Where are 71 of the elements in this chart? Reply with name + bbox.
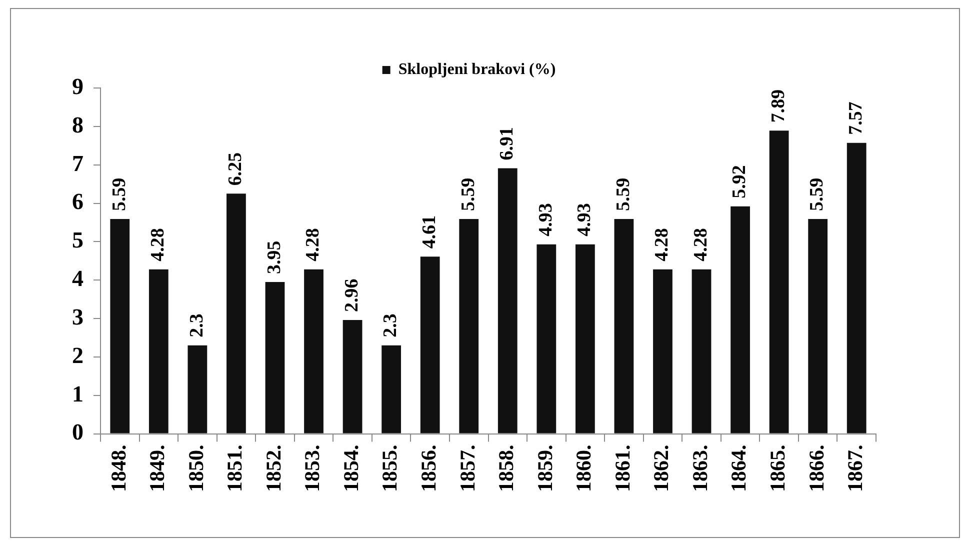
data-label: 4.61	[418, 215, 440, 249]
x-tick-label: 1849.	[145, 444, 170, 492]
data-label: 5.59	[458, 178, 479, 211]
y-tick-label: 5	[72, 228, 84, 253]
y-tick-label: 2	[72, 342, 84, 368]
y-tick-label: 7	[72, 150, 84, 176]
bar	[382, 345, 402, 434]
bar	[769, 130, 789, 434]
x-tick-label: 1855.	[378, 444, 402, 492]
x-tick-label: 1862.	[649, 444, 674, 492]
bar	[188, 345, 208, 434]
data-label: 3.95	[264, 240, 285, 274]
data-label: 2.3	[380, 314, 402, 338]
x-tick-label: 1848.	[106, 444, 130, 492]
data-label: 4.28	[690, 228, 712, 262]
legend-label: Sklopljeni brakovi (%)	[398, 61, 556, 78]
data-label: 4.93	[574, 203, 596, 236]
x-tick-label: 1861.	[610, 444, 634, 492]
y-tick-label: 9	[72, 74, 84, 99]
data-label: 4.93	[535, 203, 556, 236]
bar	[459, 219, 479, 434]
bar	[148, 269, 168, 434]
bar	[498, 168, 518, 434]
data-label: 5.59	[612, 178, 634, 211]
x-tick-label: 1854.	[338, 444, 363, 492]
x-tick-label: 1856.	[416, 444, 441, 492]
x-tick-label: 1866.	[804, 444, 828, 492]
data-label: 6.91	[496, 127, 518, 160]
data-label: 6.25	[225, 152, 246, 186]
bar	[692, 269, 712, 434]
data-label: 5.59	[806, 178, 828, 211]
bar	[653, 269, 672, 434]
x-tick-label: 1859.	[532, 444, 557, 492]
x-tick-label: 1864.	[726, 444, 751, 492]
data-label: 4.28	[148, 228, 169, 262]
bar	[226, 194, 246, 434]
y-tick-label: 0	[72, 420, 84, 445]
x-tick-label: 1863.	[688, 444, 712, 492]
y-tick-label: 8	[72, 112, 84, 138]
bar	[304, 269, 324, 434]
data-label: 4.28	[652, 228, 673, 262]
x-tick-label: 1851.	[222, 444, 247, 492]
bar	[614, 219, 634, 434]
y-tick-label: 6	[72, 189, 84, 214]
y-tick-label: 4	[72, 266, 84, 292]
bar	[342, 320, 362, 434]
x-tick-label: 1867.	[843, 444, 868, 492]
bar	[846, 142, 866, 434]
bar	[265, 282, 285, 434]
bar	[536, 244, 556, 434]
data-label: 7.57	[846, 101, 867, 135]
x-tick-label: 1850.	[184, 444, 208, 492]
bar	[730, 206, 750, 434]
x-tick-label: 1853.	[300, 444, 324, 492]
data-label: 2.3	[186, 314, 208, 338]
x-tick-label: 1857.	[455, 444, 480, 492]
x-tick-label: 1858.	[494, 444, 518, 492]
data-label: 4.28	[302, 228, 324, 262]
data-label: 2.96	[341, 278, 362, 312]
x-tick-label: 1865.	[765, 444, 790, 492]
y-tick-label: 3	[72, 304, 84, 330]
data-label: 5.59	[108, 178, 130, 211]
bar	[808, 219, 828, 434]
bar	[110, 219, 130, 434]
y-tick-label: 1	[72, 381, 84, 406]
bar	[420, 256, 440, 434]
x-tick-label: 1852.	[261, 444, 286, 492]
data-label: 7.89	[768, 89, 789, 123]
bar	[575, 244, 595, 434]
data-label: 5.92	[729, 165, 750, 198]
x-tick-label: 1860.	[572, 444, 596, 492]
